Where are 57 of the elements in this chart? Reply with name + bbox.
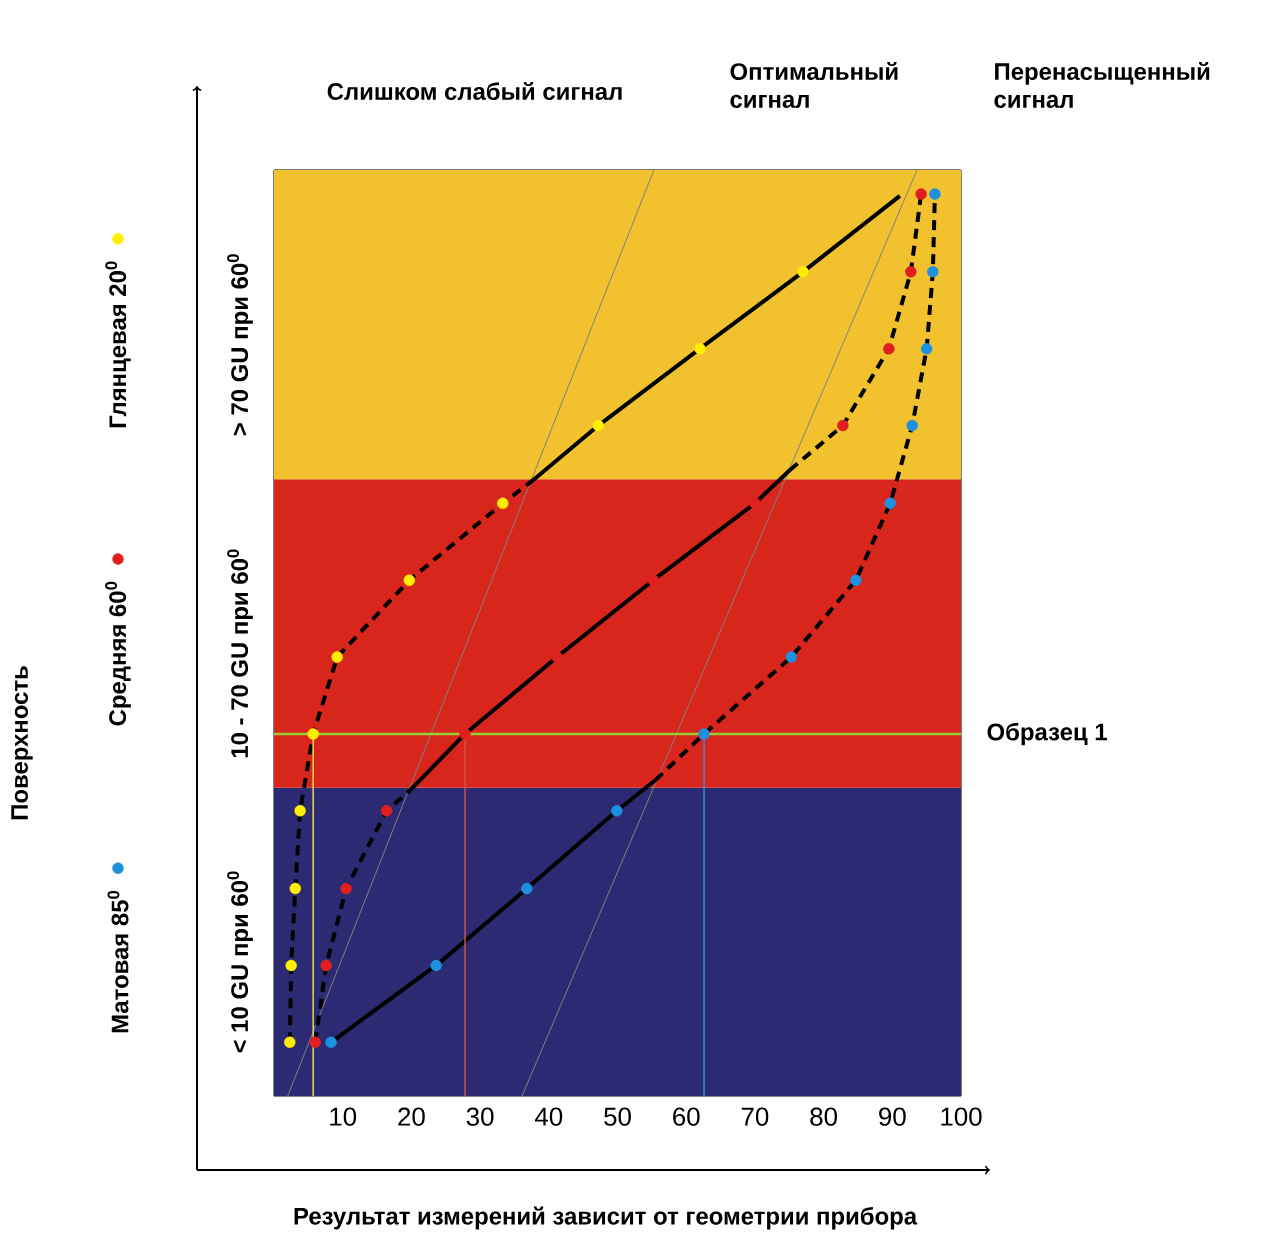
x-tick-label: 100 (941, 1107, 982, 1126)
point (905, 266, 917, 278)
text: Слишком слабый сигнал (327, 81, 622, 100)
point (285, 959, 297, 972)
point (850, 574, 862, 586)
point (920, 343, 933, 355)
point (883, 343, 895, 355)
x-tick-label: 40 (534, 1107, 563, 1126)
text: Перенасыщенный сигнал (994, 62, 1210, 108)
point (837, 419, 849, 432)
point (749, 497, 761, 510)
point (307, 728, 319, 740)
x-tick-label: 20 (398, 1107, 425, 1126)
x-tick-label: 30 (466, 1107, 494, 1126)
point (294, 805, 306, 817)
point (403, 574, 416, 586)
x-axis-title: Результат измерений зависит от геометрии прибора (294, 1206, 918, 1230)
point (647, 574, 659, 586)
point (884, 497, 896, 510)
point (927, 266, 939, 278)
point (331, 651, 343, 663)
legend-label: Глянцевая 20$^{0}$ (105, 261, 131, 428)
point (380, 805, 393, 817)
x-tick-label: 50 (604, 1107, 631, 1126)
point (698, 728, 710, 740)
point (785, 651, 798, 663)
point (289, 882, 301, 895)
ref-line-label: Образец 1 (987, 722, 1107, 746)
x-tick-label: 90 (879, 1107, 906, 1126)
x-tick-label: 70 (741, 1107, 769, 1126)
point (284, 1036, 296, 1048)
point (497, 497, 509, 510)
point (929, 188, 941, 200)
band-label: 10 - 70 GU при 60$^{0}$ (227, 549, 253, 758)
point (551, 651, 563, 663)
point (430, 959, 442, 972)
legend-label: Матовая 85$^{0}$ (107, 890, 129, 1033)
point (459, 728, 471, 740)
x-tick-label: 10 (330, 1107, 357, 1126)
point (906, 419, 918, 432)
point (309, 1036, 321, 1048)
band-label: > 70 GU при 60$^{0}$ (227, 254, 253, 436)
point (797, 266, 809, 278)
x-tick-label: 80 (810, 1107, 837, 1126)
point (611, 805, 623, 817)
point (521, 882, 533, 895)
text: Оптимальный сигнал (730, 62, 898, 108)
point (915, 188, 927, 200)
x-tick-label: 60 (673, 1107, 700, 1126)
legend-label: Средняя 60$^{0}$ (105, 581, 131, 726)
point (320, 959, 332, 972)
point (694, 343, 706, 355)
band-label: < 10 GU при 60$^{0}$ (227, 871, 253, 1053)
point (325, 1036, 337, 1048)
text: Поверхность (11, 666, 33, 820)
point (340, 882, 352, 895)
point (592, 419, 604, 432)
